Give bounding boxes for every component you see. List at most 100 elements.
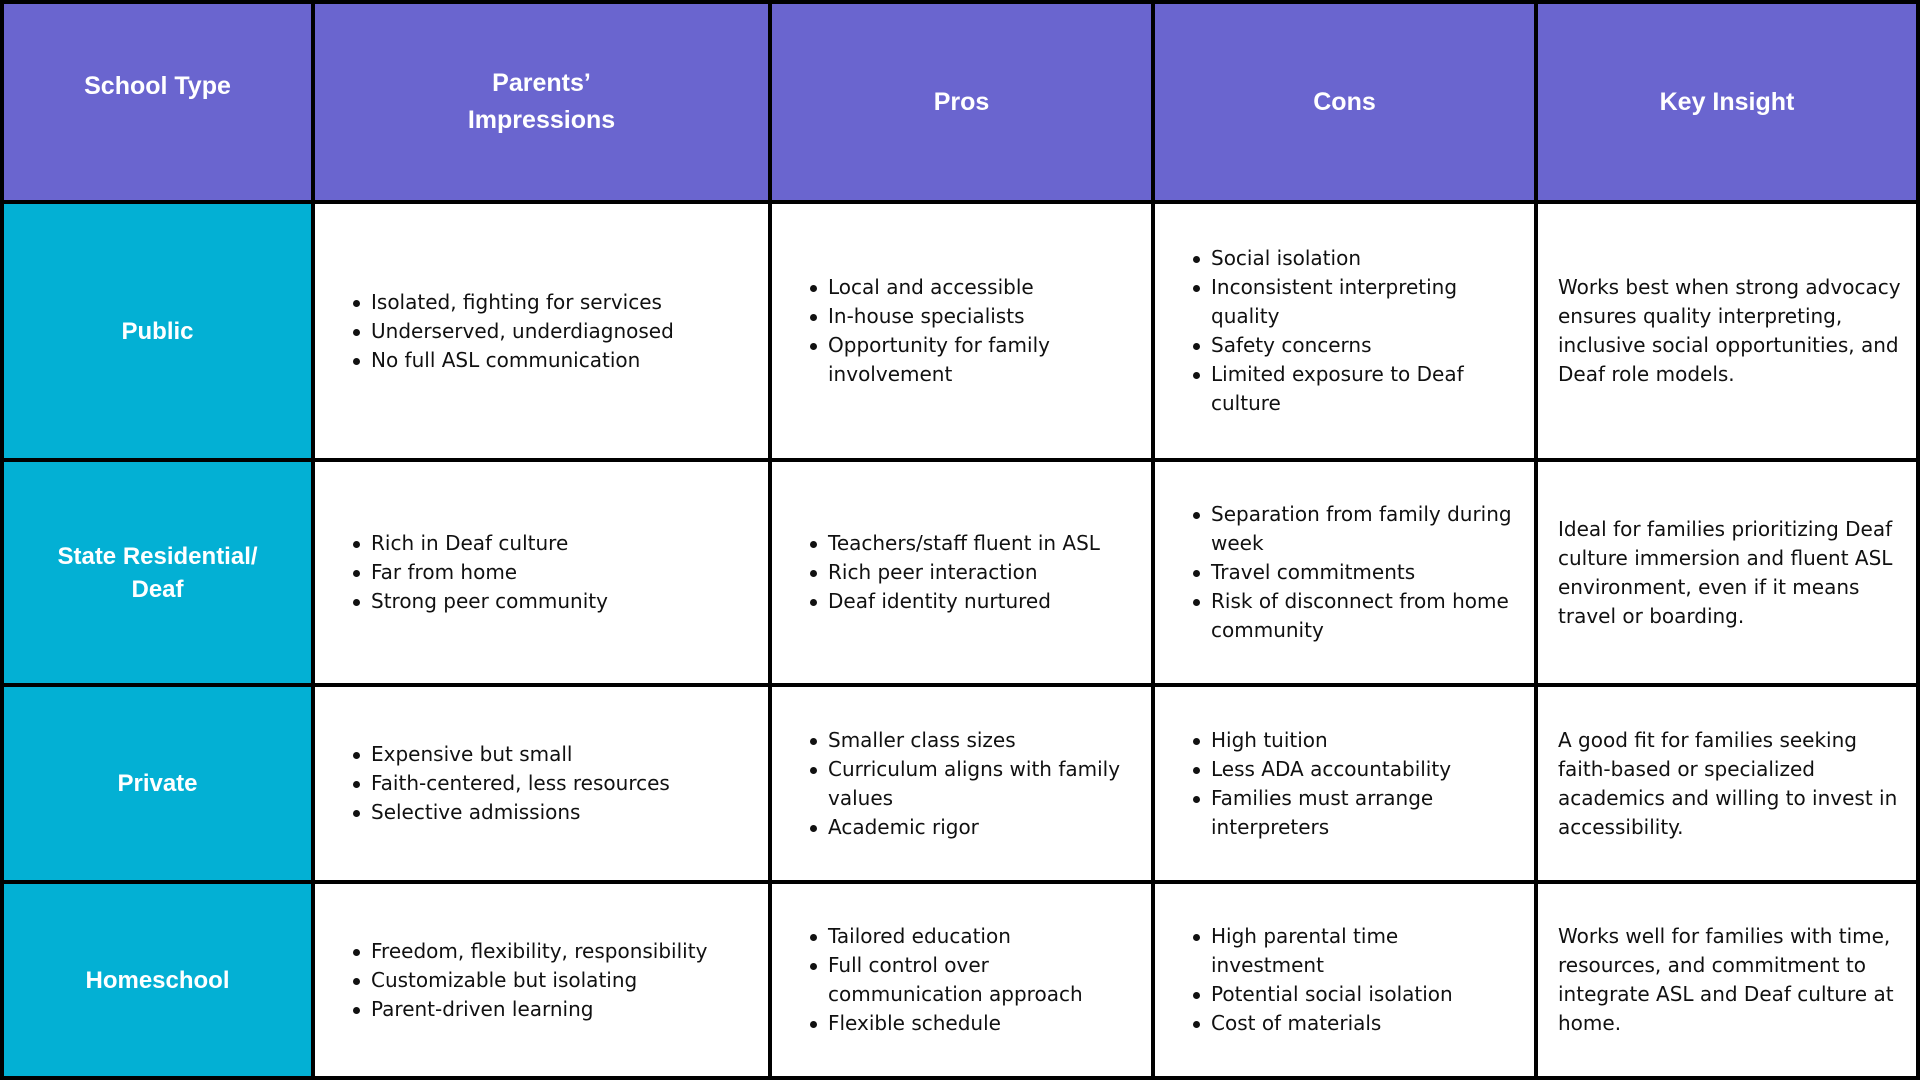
list-item-text: Freedom, flexibility, responsibility bbox=[371, 938, 708, 963]
bullet-icon bbox=[810, 314, 817, 321]
list-item: Social isolation bbox=[1175, 244, 1516, 273]
pros-list: Smaller class sizes Curriculum aligns wi… bbox=[792, 726, 1133, 842]
header-school-type: School Type bbox=[4, 4, 311, 200]
bullet-icon bbox=[810, 963, 817, 970]
list-item-text: Risk of disconnect from home community bbox=[1211, 589, 1509, 642]
list-item-text: Families must arrange interpreters bbox=[1211, 785, 1434, 839]
row-label-text: Homeschool bbox=[85, 966, 230, 994]
list-item: Full control over communication approach bbox=[792, 951, 1133, 1009]
list-item-text: Full control over communication approach bbox=[828, 953, 1083, 1006]
bullet-icon bbox=[1193, 343, 1200, 350]
key-insight-text: Ideal for families prioritizing Deaf cul… bbox=[1558, 516, 1893, 628]
list-item: Underserved, underdiagnosed bbox=[335, 317, 750, 346]
cons-list: Separation from family during week Trave… bbox=[1175, 500, 1516, 645]
row-label-private: Private bbox=[4, 687, 311, 880]
bullet-icon bbox=[810, 737, 817, 745]
bullet-icon bbox=[1193, 256, 1200, 263]
row-label-state-residential: State Residential/ Deaf bbox=[4, 462, 311, 683]
pros-cell: Local and accessible In-house specialist… bbox=[772, 204, 1151, 458]
row-label-public: Public bbox=[4, 204, 311, 458]
list-item-text: Travel commitments bbox=[1211, 560, 1416, 584]
list-item: Customizable but isolating bbox=[335, 966, 750, 995]
list-item-text: No full ASL communication bbox=[371, 347, 641, 372]
list-item: No full ASL communication bbox=[335, 346, 750, 375]
list-item: Rich peer interaction bbox=[792, 558, 1133, 587]
list-item-text: Opportunity for family involvement bbox=[828, 333, 1050, 386]
list-item: Limited exposure to Deaf culture bbox=[1175, 360, 1516, 418]
row-label-text: Private bbox=[117, 770, 198, 797]
list-item-text: Inconsistent interpreting quality bbox=[1211, 275, 1458, 328]
list-item: Potential social isolation bbox=[1175, 980, 1516, 1009]
list-item-text: Cost of materials bbox=[1211, 1011, 1382, 1035]
list-item-text: Far from home bbox=[371, 560, 518, 584]
list-item: In-house specialists bbox=[792, 302, 1133, 331]
list-item-text: Curriculum aligns with family values bbox=[828, 756, 1121, 810]
impressions-cell: Isolated, fighting for services Underser… bbox=[315, 204, 768, 458]
key-insight-text: Works best when strong advocacy ensures … bbox=[1558, 275, 1901, 386]
bullet-icon bbox=[353, 599, 360, 606]
list-item: Risk of disconnect from home community bbox=[1175, 587, 1516, 645]
bullet-icon bbox=[810, 599, 817, 606]
list-item-text: Expensive but small bbox=[371, 742, 573, 766]
list-item: Travel commitments bbox=[1175, 558, 1516, 587]
list-item-text: Separation from family during week bbox=[1211, 502, 1512, 555]
bullet-icon bbox=[353, 328, 360, 336]
list-item-text: In-house specialists bbox=[828, 304, 1025, 328]
cons-list: High tuition Less ADA accountability Fam… bbox=[1175, 726, 1516, 842]
header-cons: Cons bbox=[1155, 4, 1534, 200]
list-item-text: Rich peer interaction bbox=[828, 560, 1038, 584]
bullet-icon bbox=[810, 570, 817, 577]
pros-cell: Teachers/staff fluent in ASL Rich peer i… bbox=[772, 462, 1151, 683]
bullet-icon bbox=[1193, 992, 1200, 999]
bullet-icon bbox=[810, 766, 817, 774]
list-item: Smaller class sizes bbox=[792, 726, 1133, 755]
list-item: Cost of materials bbox=[1175, 1009, 1516, 1038]
key-insight-text: A good fit for families seeking faith-ba… bbox=[1558, 727, 1898, 839]
bullet-icon bbox=[1193, 766, 1200, 774]
list-item-text: Potential social isolation bbox=[1211, 982, 1453, 1006]
list-item: Teachers/staff fluent in ASL bbox=[792, 529, 1133, 558]
key-insight-text: Works well for families with time, resou… bbox=[1558, 924, 1894, 1035]
bullet-icon bbox=[810, 1021, 817, 1028]
list-item-text: Social isolation bbox=[1211, 246, 1361, 270]
header-parents-impressions: Parents’ Impressions bbox=[315, 4, 768, 200]
list-item: Strong peer community bbox=[335, 587, 750, 616]
key-insight-cell: Ideal for families prioritizing Deaf cul… bbox=[1538, 462, 1916, 683]
cons-cell: High tuition Less ADA accountability Fam… bbox=[1155, 687, 1534, 880]
list-item-text: Rich in Deaf culture bbox=[371, 531, 569, 555]
list-item: Parent-driven learning bbox=[335, 995, 750, 1024]
list-item-text: Limited exposure to Deaf culture bbox=[1211, 362, 1464, 415]
list-item: Flexible schedule bbox=[792, 1009, 1133, 1038]
key-insight-cell: Works best when strong advocacy ensures … bbox=[1538, 204, 1916, 458]
list-item: Academic rigor bbox=[792, 813, 1133, 842]
list-item: Selective admissions bbox=[335, 798, 750, 827]
list-item: Local and accessible bbox=[792, 273, 1133, 302]
header-label: Key Insight bbox=[1659, 87, 1795, 116]
list-item-text: Deaf identity nurtured bbox=[828, 589, 1051, 613]
list-item: Safety concerns bbox=[1175, 331, 1516, 360]
list-item-text: High tuition bbox=[1211, 727, 1328, 752]
cons-cell: Social isolation Inconsistent interpreti… bbox=[1155, 204, 1534, 458]
list-item: Separation from family during week bbox=[1175, 500, 1516, 558]
bullet-icon bbox=[353, 781, 360, 788]
bullet-icon bbox=[353, 977, 360, 985]
list-item: High tuition bbox=[1175, 726, 1516, 755]
list-item: Less ADA accountability bbox=[1175, 755, 1516, 784]
bullet-icon bbox=[353, 810, 360, 817]
bullet-icon bbox=[1193, 795, 1200, 803]
list-item-text: Local and accessible bbox=[828, 275, 1034, 299]
pros-cell: Smaller class sizes Curriculum aligns wi… bbox=[772, 687, 1151, 880]
header-key-insight: Key Insight bbox=[1538, 4, 1916, 200]
list-item-text: Selective admissions bbox=[371, 800, 581, 824]
list-item: Expensive but small bbox=[335, 740, 750, 769]
bullet-icon bbox=[353, 357, 360, 365]
list-item-text: Tailored education bbox=[828, 924, 1011, 948]
impressions-cell: Freedom, flexibility, responsibility Cus… bbox=[315, 884, 768, 1076]
list-item: Inconsistent interpreting quality bbox=[1175, 273, 1516, 331]
list-item-text: High parental time investment bbox=[1211, 924, 1399, 977]
bullet-icon bbox=[353, 948, 360, 956]
list-item: Isolated, fighting for services bbox=[335, 288, 750, 317]
bullet-icon bbox=[1193, 570, 1200, 577]
header-pros: Pros bbox=[772, 4, 1151, 200]
